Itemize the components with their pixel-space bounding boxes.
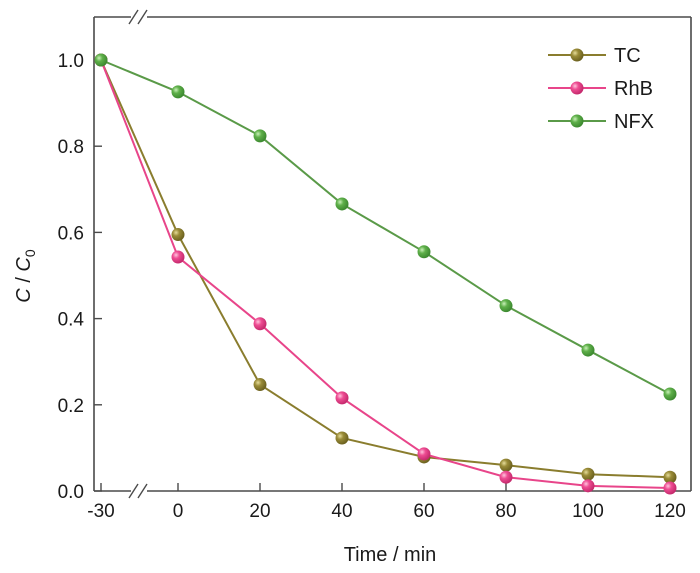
- data-point-rhb: [171, 250, 185, 264]
- x-tick-label: 0: [173, 501, 184, 522]
- y-axis-title-subscript: 0: [22, 249, 38, 257]
- data-point-rhb: [581, 479, 595, 493]
- series-rhb: [94, 53, 677, 495]
- legend-label: RhB: [614, 78, 653, 100]
- data-point-rhb: [253, 317, 267, 331]
- legend: TC RhB NFX: [548, 45, 654, 133]
- y-axis-title-c0: C: [13, 257, 35, 272]
- y-tick-label: 0.0: [58, 482, 84, 503]
- data-point-tc: [581, 467, 595, 481]
- series-line-tc: [100, 59, 671, 479]
- data-point-rhb: [417, 447, 431, 461]
- series-line-nfx: [100, 59, 671, 395]
- data-point-nfx: [335, 197, 349, 211]
- x-axis-title: Time / min: [344, 544, 437, 566]
- data-point-nfx: [581, 343, 595, 357]
- series-layer: [94, 53, 677, 495]
- legend-label: NFX: [614, 111, 654, 133]
- y-tick-label: 1.0: [58, 51, 84, 72]
- data-point-rhb: [335, 391, 349, 405]
- legend-item-tc: TC: [548, 45, 641, 67]
- legend-marker: [570, 114, 584, 128]
- data-point-rhb: [499, 470, 513, 484]
- series-nfx: [94, 53, 677, 401]
- data-point-nfx: [499, 299, 513, 313]
- x-tick-label: 60: [413, 501, 434, 522]
- data-point-tc: [335, 431, 349, 445]
- data-point-nfx: [663, 387, 677, 401]
- series-line-rhb: [100, 59, 671, 489]
- x-tick-label: 40: [331, 501, 352, 522]
- legend-label: TC: [614, 45, 641, 67]
- x-tick-label: 100: [572, 501, 604, 522]
- data-point-nfx: [94, 53, 108, 67]
- y-axis-title: C / C0: [13, 249, 38, 303]
- ticks: 0.0 0.2 0.4 0.6 0.8 1.0 -30 0 20 40 60 80 100 120: [58, 51, 686, 522]
- x-tick-label: 120: [654, 501, 686, 522]
- legend-marker: [570, 81, 584, 95]
- data-point-tc: [499, 458, 513, 472]
- top-axis-break-mark-2: [137, 9, 148, 25]
- series-tc: [94, 53, 677, 484]
- y-axis-title-slash: /: [13, 272, 35, 289]
- legend-marker: [570, 48, 584, 62]
- y-tick-label: 0.6: [58, 223, 84, 244]
- data-point-nfx: [171, 85, 185, 99]
- x-axis-break-mark-2: [137, 483, 148, 499]
- y-tick-label: 0.2: [58, 396, 84, 417]
- data-point-tc: [663, 470, 677, 484]
- x-axis-break-mark-1: [128, 483, 139, 499]
- axes: [93, 9, 692, 499]
- data-point-rhb: [663, 481, 677, 495]
- x-tick-label: 80: [495, 501, 516, 522]
- top-axis-break-mark-1: [128, 9, 139, 25]
- data-point-tc: [171, 228, 185, 242]
- x-tick-label: -30: [87, 501, 114, 522]
- data-point-nfx: [417, 245, 431, 259]
- data-point-nfx: [253, 129, 267, 143]
- x-tick-label: 20: [249, 501, 270, 522]
- legend-item-nfx: NFX: [548, 111, 654, 133]
- legend-item-rhb: RhB: [548, 78, 653, 100]
- y-tick-label: 0.4: [58, 310, 85, 331]
- y-tick-label: 0.8: [58, 137, 84, 158]
- y-axis-title-c: C: [13, 288, 35, 303]
- data-point-tc: [253, 378, 267, 392]
